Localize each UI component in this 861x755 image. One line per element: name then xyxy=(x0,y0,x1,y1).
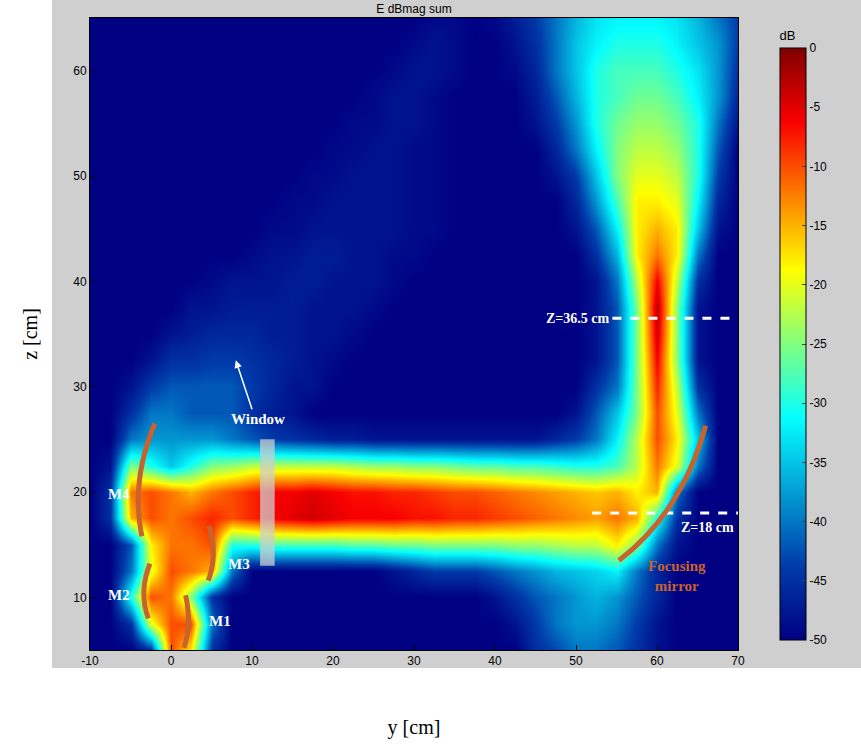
svg-text:50: 50 xyxy=(569,654,583,668)
svg-text:-35: -35 xyxy=(809,456,827,470)
svg-text:10: 10 xyxy=(245,654,259,668)
svg-text:Z=36.5 cm: Z=36.5 cm xyxy=(546,311,610,326)
svg-text:M3: M3 xyxy=(228,556,250,572)
svg-text:30: 30 xyxy=(73,380,87,394)
svg-text:30: 30 xyxy=(407,654,421,668)
svg-text:0: 0 xyxy=(809,41,816,55)
svg-text:-45: -45 xyxy=(809,574,827,588)
svg-text:70: 70 xyxy=(731,654,745,668)
svg-text:z [cm]: z [cm] xyxy=(19,308,41,360)
svg-text:-40: -40 xyxy=(809,515,827,529)
svg-text:20: 20 xyxy=(326,654,340,668)
svg-text:10: 10 xyxy=(73,591,87,605)
svg-text:-30: -30 xyxy=(809,396,827,410)
svg-text:40: 40 xyxy=(73,275,87,289)
svg-text:E dBmag sum: E dBmag sum xyxy=(376,2,451,16)
svg-text:dB: dB xyxy=(780,28,796,43)
svg-text:M2: M2 xyxy=(108,587,130,603)
svg-text:-15: -15 xyxy=(809,219,827,233)
svg-text:-20: -20 xyxy=(809,278,827,292)
svg-text:60: 60 xyxy=(73,64,87,78)
svg-text:Focusingmirror: Focusingmirror xyxy=(648,558,706,594)
svg-text:Window: Window xyxy=(231,411,285,427)
svg-text:-50: -50 xyxy=(809,633,827,647)
svg-text:-10: -10 xyxy=(809,160,827,174)
svg-text:-25: -25 xyxy=(809,337,827,351)
svg-text:-10: -10 xyxy=(81,654,99,668)
svg-text:Z=18 cm: Z=18 cm xyxy=(681,520,734,535)
svg-text:-5: -5 xyxy=(809,100,820,114)
svg-text:M1: M1 xyxy=(209,613,231,629)
svg-text:50: 50 xyxy=(73,169,87,183)
svg-text:40: 40 xyxy=(488,654,502,668)
svg-text:20: 20 xyxy=(73,485,87,499)
svg-text:M4: M4 xyxy=(108,486,130,502)
svg-text:0: 0 xyxy=(168,654,175,668)
svg-text:60: 60 xyxy=(650,654,664,668)
svg-text:y [cm]: y [cm] xyxy=(388,716,441,739)
